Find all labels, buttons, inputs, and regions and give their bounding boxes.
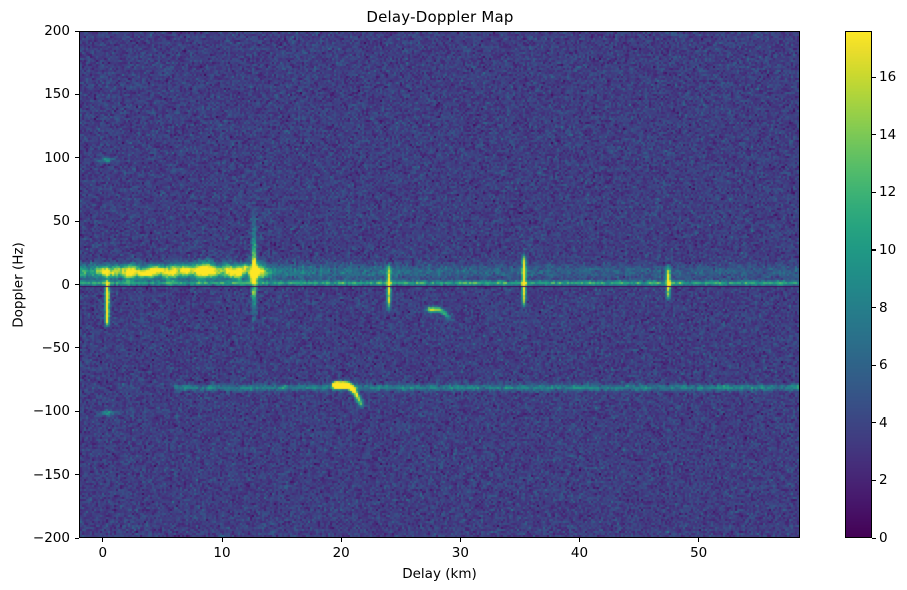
plot-area <box>79 31 800 538</box>
y-axis-label: Doppler (Hz) <box>10 242 27 328</box>
y-tick-mark <box>75 157 79 159</box>
x-tick-label: 30 <box>451 545 469 561</box>
x-tick-mark <box>459 538 461 542</box>
y-tick-label: 0 <box>61 276 70 293</box>
delay-doppler-heatmap <box>80 32 799 537</box>
y-tick-label: −150 <box>32 466 70 483</box>
colorbar-tick-label: 10 <box>879 241 897 258</box>
y-tick-label: 150 <box>44 86 70 103</box>
colorbar-tick-label: 16 <box>879 69 897 86</box>
x-tick-label: 20 <box>332 545 350 561</box>
colorbar-tick-mark <box>872 76 876 78</box>
colorbar-tick-mark <box>872 364 876 366</box>
colorbar-tick-label: 12 <box>879 184 897 201</box>
colorbar-tick-label: 14 <box>879 126 897 143</box>
y-tick-mark <box>75 537 79 539</box>
colorbar-tick-mark <box>872 422 876 424</box>
y-tick-mark <box>75 30 79 32</box>
y-tick-mark <box>75 93 79 95</box>
x-tick-mark <box>698 538 700 542</box>
y-tick-label: −100 <box>32 403 70 420</box>
y-tick-mark <box>75 474 79 476</box>
colorbar-gradient <box>846 32 871 537</box>
y-tick-label: 200 <box>44 23 70 39</box>
colorbar-tick-mark <box>872 249 876 251</box>
x-tick-mark <box>340 538 342 542</box>
colorbar-tick-mark <box>872 191 876 193</box>
y-tick-mark <box>75 220 79 222</box>
x-tick-label: 0 <box>98 545 108 561</box>
colorbar-tick-mark <box>872 134 876 136</box>
colorbar-tick-label: 4 <box>879 414 888 431</box>
colorbar-tick-mark <box>872 479 876 481</box>
y-tick-label: 100 <box>44 149 70 166</box>
y-tick-mark <box>75 347 79 349</box>
x-tick-label: 50 <box>690 545 708 561</box>
colorbar-tick-mark <box>872 537 876 539</box>
x-tick-mark <box>579 538 581 542</box>
page-title: Delay-Doppler Map <box>366 8 514 26</box>
y-tick-label: −200 <box>32 530 70 546</box>
x-tick-mark <box>102 538 104 542</box>
colorbar <box>845 31 872 538</box>
x-tick-label: 10 <box>213 545 231 561</box>
x-tick-mark <box>221 538 223 542</box>
x-axis-label: Delay (km) <box>402 566 477 582</box>
y-tick-mark <box>75 284 79 286</box>
x-tick-label: 40 <box>570 545 589 561</box>
colorbar-tick-label: 8 <box>879 299 888 316</box>
colorbar-tick-label: 6 <box>879 357 888 374</box>
y-tick-label: 50 <box>52 213 70 230</box>
y-tick-mark <box>75 410 79 412</box>
colorbar-tick-label: 0 <box>879 530 888 546</box>
y-tick-label: −50 <box>41 339 71 356</box>
colorbar-tick-mark <box>872 307 876 309</box>
colorbar-tick-label: 2 <box>879 472 888 489</box>
